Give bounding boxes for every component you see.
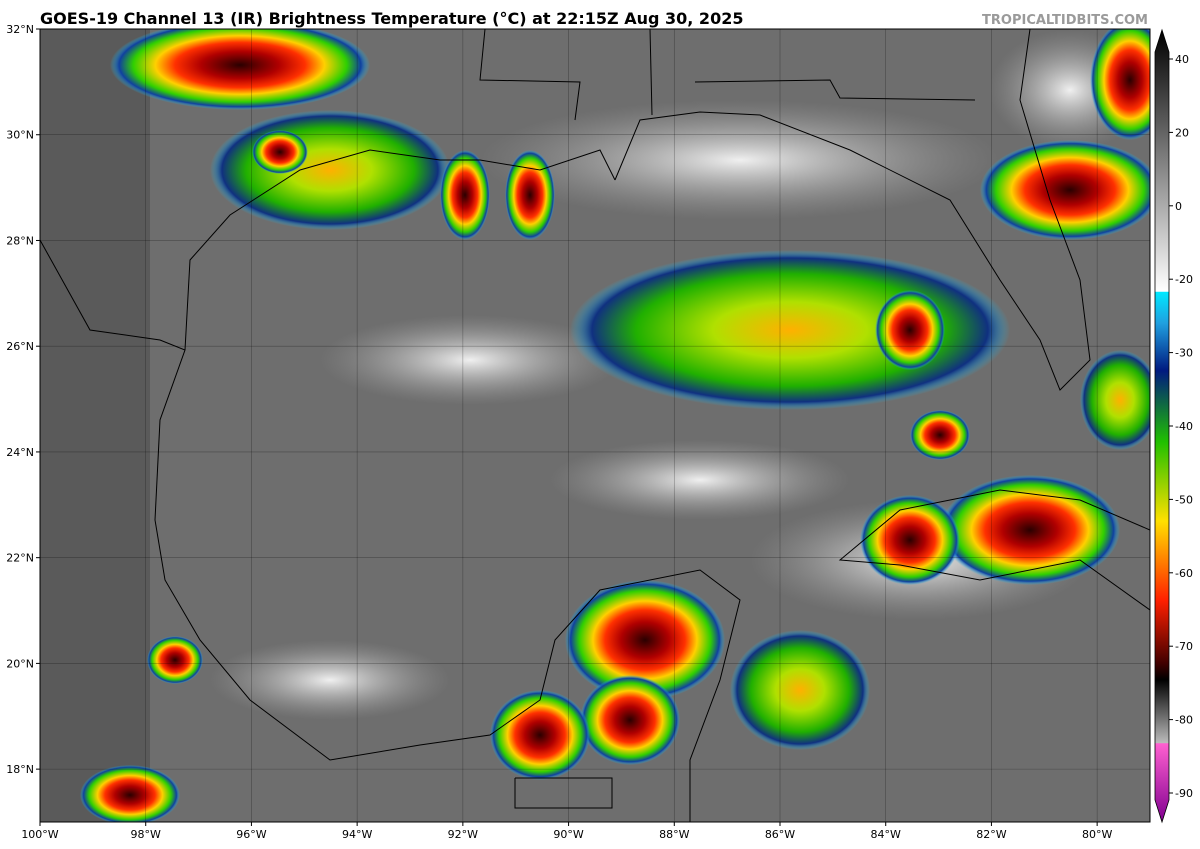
- x-tick-label: 98°W: [131, 828, 161, 841]
- colorbar-tick-label: -80: [1175, 714, 1193, 727]
- y-tick-label: 28°N: [6, 234, 34, 247]
- y-tick-label: 26°N: [6, 340, 34, 353]
- colorbar: [1154, 28, 1170, 824]
- colorbar-tick-label: -90: [1175, 787, 1193, 800]
- x-tick-label: 86°W: [765, 828, 795, 841]
- x-tick-label: 90°W: [553, 828, 583, 841]
- x-tick-label: 84°W: [871, 828, 901, 841]
- coastlines: [40, 29, 1150, 822]
- colorbar-tick-label: -30: [1175, 347, 1193, 360]
- x-tick-label: 92°W: [448, 828, 478, 841]
- colorbar-tick-label: 20: [1175, 126, 1189, 139]
- colorbar-tick-label: -50: [1175, 493, 1193, 506]
- y-tick-label: 24°N: [6, 446, 34, 459]
- x-tick-label: 80°W: [1082, 828, 1112, 841]
- colorbar-tick-label: -20: [1175, 273, 1193, 286]
- y-tick-label: 18°N: [6, 763, 34, 776]
- y-tick-label: 30°N: [6, 129, 34, 142]
- colorbar-tick-label: 40: [1175, 53, 1189, 66]
- x-tick-label: 96°W: [236, 828, 266, 841]
- x-tick-label: 88°W: [659, 828, 689, 841]
- x-tick-label: 100°W: [21, 828, 58, 841]
- x-tick-label: 82°W: [976, 828, 1006, 841]
- y-tick-label: 20°N: [6, 657, 34, 670]
- convection: [80, 29, 1150, 822]
- map-frame: [39, 28, 1151, 823]
- watermark: TROPICALTIDBITS.COM: [982, 13, 1148, 28]
- colorbar-tick-label: -40: [1175, 420, 1193, 433]
- x-tick-label: 94°W: [342, 828, 372, 841]
- colorbar-tick-label: -60: [1175, 567, 1193, 580]
- colorbar-tick-label: -70: [1175, 640, 1193, 653]
- y-tick-label: 32°N: [6, 23, 34, 36]
- title: GOES-19 Channel 13 (IR) Brightness Tempe…: [40, 9, 743, 28]
- y-tick-label: 22°N: [6, 552, 34, 565]
- colorbar-tick-label: 0: [1175, 200, 1182, 213]
- satellite-image: [40, 29, 1150, 822]
